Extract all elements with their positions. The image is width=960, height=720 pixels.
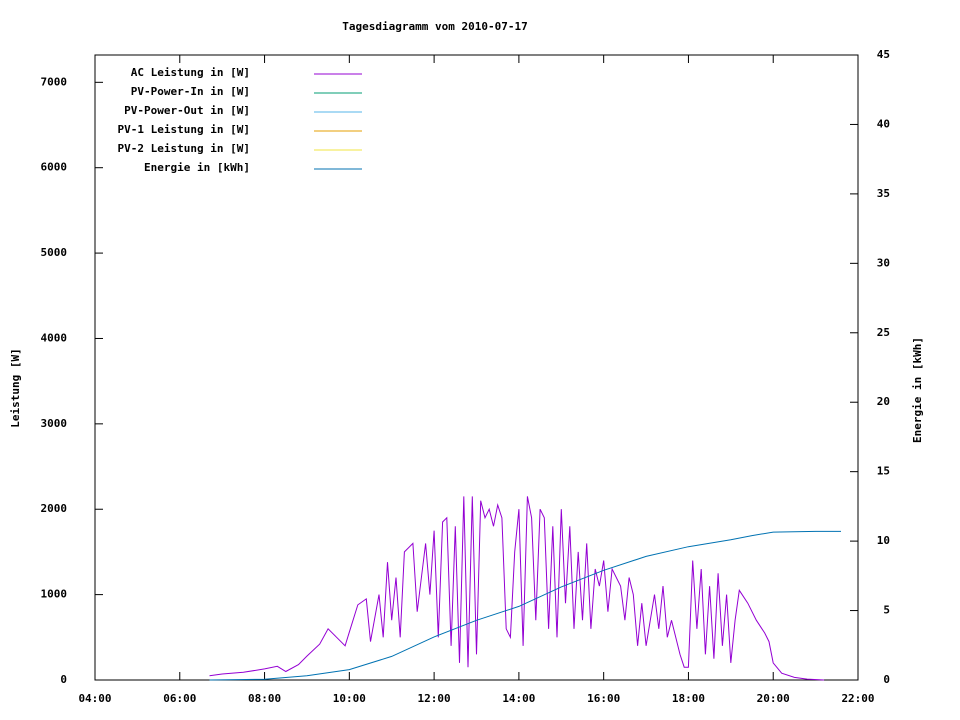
y2-tick-label: 45 [877,48,890,61]
y2-axis-label: Energie in [kWh] [911,337,924,443]
y2-tick-label: 5 [883,604,890,617]
series-line [209,496,825,681]
y2-tick-label: 35 [877,187,890,200]
series-line [209,530,841,681]
y-tick-label: 3000 [41,417,68,430]
y-tick-label: 5000 [41,246,68,259]
x-tick-label: 12:00 [418,692,451,705]
x-tick-label: 10:00 [333,692,366,705]
y-tick-label: 6000 [41,161,68,174]
legend-label: PV-Power-In in [W] [131,85,250,98]
y-tick-label: 7000 [41,75,68,88]
x-tick-label: 22:00 [841,692,874,705]
y2-tick-label: 10 [877,534,890,547]
y2-tick-label: 25 [877,326,890,339]
x-tick-label: 16:00 [587,692,620,705]
x-tick-label: 20:00 [757,692,790,705]
y2-tick-label: 15 [877,465,890,478]
legend-label: AC Leistung in [W] [131,66,250,79]
x-tick-label: 14:00 [502,692,535,705]
x-tick-label: 18:00 [672,692,705,705]
x-tick-label: 08:00 [248,692,281,705]
y-tick-label: 2000 [41,502,68,515]
x-tick-label: 04:00 [78,692,111,705]
y-tick-label: 0 [60,673,67,686]
legend-label: PV-Power-Out in [W] [124,104,250,117]
legend-label: Energie in [kWh] [144,161,250,174]
plot-frame [94,54,859,681]
y2-tick-label: 0 [883,673,890,686]
legend-label: PV-2 Leistung in [W] [118,142,250,155]
y2-tick-label: 40 [877,117,890,130]
chart-title: Tagesdiagramm vom 2010-07-17 [342,20,527,33]
y-axis-label: Leistung [W] [9,348,22,427]
y-tick-label: 1000 [41,588,68,601]
legend-label: PV-1 Leistung in [W] [118,123,250,136]
y2-tick-label: 30 [877,256,890,269]
y-tick-label: 4000 [41,331,68,344]
y2-tick-label: 20 [877,395,890,408]
x-tick-label: 06:00 [163,692,196,705]
